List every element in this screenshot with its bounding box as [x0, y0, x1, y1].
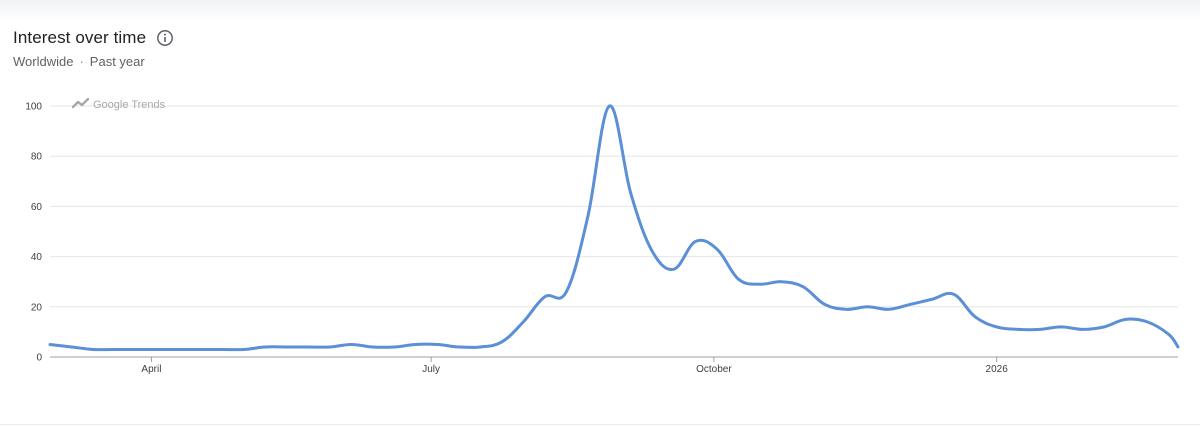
x-tick-label: July [422, 364, 440, 375]
x-tick-label: October [696, 364, 732, 375]
chart-header: Interest over time Worldwide · Past year [13, 28, 174, 69]
bottom-divider [0, 424, 1200, 425]
region-label[interactable]: Worldwide [13, 54, 74, 69]
x-tick-label: 2026 [986, 364, 1009, 375]
y-axis-ticks: 0 20 40 60 80 100 [25, 102, 42, 364]
google-trends-watermark: Google Trends [71, 97, 166, 111]
info-icon[interactable] [156, 29, 174, 47]
y-tick-label: 100 [25, 102, 42, 113]
x-tick-label: April [141, 364, 161, 375]
series [48, 104, 1180, 352]
y-tick-label: 60 [31, 202, 43, 213]
y-tick-label: 0 [36, 353, 42, 364]
page-title: Interest over time [13, 28, 147, 47]
trends-logo-icon [71, 97, 90, 109]
watermark-text: Google Trends [93, 99, 166, 111]
subtitle-row: Worldwide · Past year [13, 54, 174, 69]
top-shadow [0, 0, 1200, 22]
y-tick-label: 20 [31, 302, 43, 313]
title-row: Interest over time [13, 28, 174, 48]
period-label[interactable]: Past year [89, 54, 145, 69]
gridlines [50, 105, 1178, 358]
x-axis-ticks: April July October 2026 [141, 357, 1008, 375]
subtitle-separator: · [79, 54, 84, 69]
series-line[interactable] [48, 104, 1180, 352]
y-tick-label: 80 [31, 152, 43, 163]
y-tick-label: 40 [31, 252, 43, 263]
